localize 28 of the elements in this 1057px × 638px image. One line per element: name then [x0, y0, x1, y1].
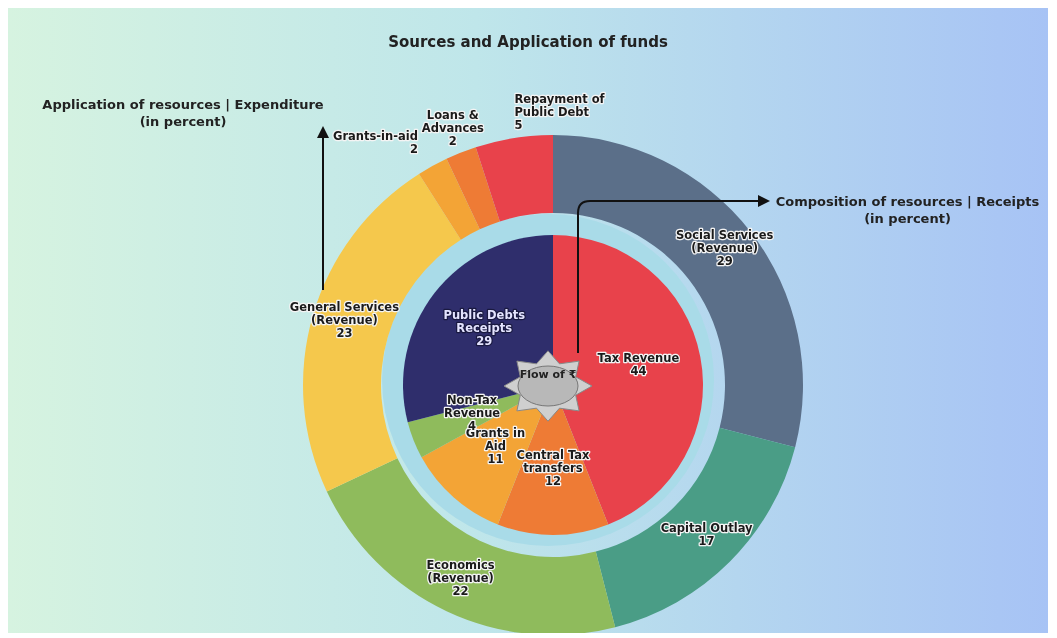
slice-label: Loans & Advances — [421, 108, 485, 136]
donut-slice — [595, 427, 796, 628]
data-label: 5 — [514, 118, 523, 133]
data-label: 22 — [452, 583, 469, 598]
data-label: 17 — [698, 534, 715, 549]
data-label: 23 — [336, 326, 353, 341]
text: Composition of resources | Receipts (in percent) — [774, 193, 1041, 227]
data-label: 11 — [487, 452, 504, 467]
slice-label: Repayment of Public Debt — [514, 92, 606, 120]
slice-label: Economics (Revenue) — [426, 557, 495, 585]
slice-label: Grants-in-aid — [332, 129, 418, 144]
text: Application of resources | Expenditure (in percent) — [41, 96, 325, 130]
donut-slice — [419, 158, 480, 240]
slice-label: Capital Outlay — [660, 521, 754, 536]
slice-label: Public Debts Receipts — [443, 307, 526, 335]
chart-title: Sources and Application of funds — [387, 33, 669, 51]
donut-slice — [475, 135, 553, 222]
donut-slice — [446, 147, 500, 230]
slice-label: Tax Revenue — [597, 351, 680, 366]
data-label: 44 — [630, 364, 647, 379]
data-label: 29 — [476, 333, 493, 348]
data-label: 12 — [544, 474, 562, 488]
slice-label: Central Tax transfers — [516, 448, 590, 475]
data-label: 2 — [409, 142, 418, 157]
data-label: 2 — [448, 134, 457, 149]
data-label: 29 — [716, 253, 733, 268]
slice-label: Non-Tax Revenue — [444, 393, 501, 421]
text: Flow of ₹ — [518, 368, 578, 381]
